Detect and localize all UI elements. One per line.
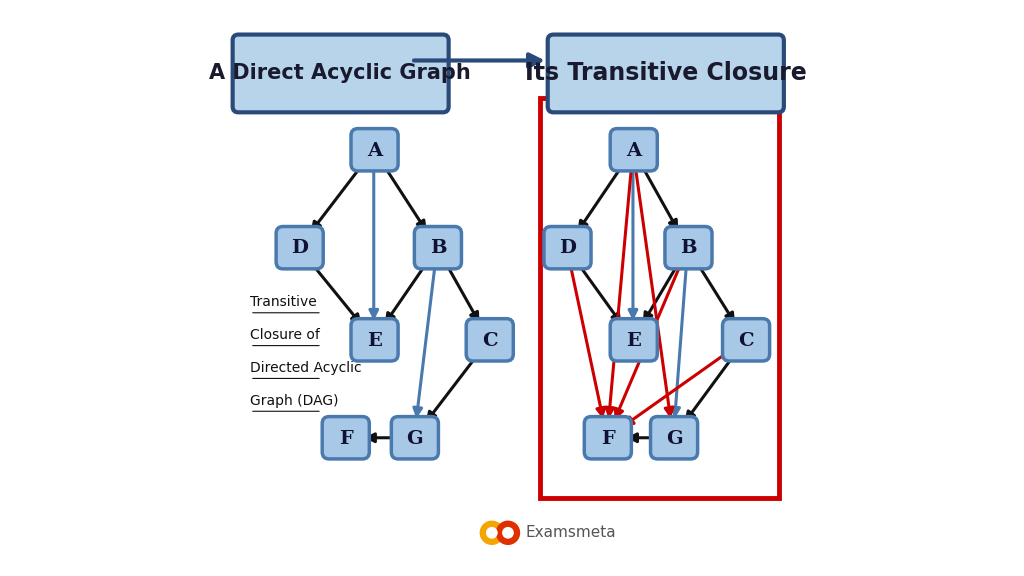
Text: B: B (680, 240, 696, 257)
FancyBboxPatch shape (391, 416, 438, 459)
Text: F: F (339, 430, 352, 448)
Text: C: C (738, 332, 754, 350)
FancyBboxPatch shape (415, 226, 462, 269)
FancyBboxPatch shape (544, 226, 591, 269)
Text: E: E (627, 332, 641, 350)
Text: Graph (DAG): Graph (DAG) (250, 394, 338, 408)
FancyBboxPatch shape (610, 319, 657, 361)
Text: Directed Acyclic: Directed Acyclic (250, 361, 361, 375)
Circle shape (503, 528, 513, 538)
Text: A: A (367, 142, 382, 160)
Text: D: D (291, 240, 308, 257)
Bar (540, 98, 778, 498)
FancyBboxPatch shape (585, 416, 632, 459)
Text: C: C (482, 332, 498, 350)
FancyBboxPatch shape (232, 35, 449, 112)
FancyBboxPatch shape (466, 319, 513, 361)
Text: Closure of: Closure of (250, 328, 319, 342)
FancyBboxPatch shape (351, 319, 398, 361)
FancyBboxPatch shape (650, 416, 697, 459)
Text: G: G (666, 430, 682, 448)
Text: A: A (627, 142, 641, 160)
FancyBboxPatch shape (665, 226, 712, 269)
Text: Transitive: Transitive (250, 295, 316, 309)
FancyBboxPatch shape (323, 416, 370, 459)
Circle shape (486, 528, 497, 538)
Text: D: D (559, 240, 577, 257)
Text: B: B (430, 240, 446, 257)
FancyBboxPatch shape (276, 226, 324, 269)
Text: A Direct Acyclic Graph: A Direct Acyclic Graph (210, 63, 471, 83)
Text: Its Transitive Closure: Its Transitive Closure (525, 61, 807, 85)
Circle shape (480, 521, 504, 544)
Text: G: G (407, 430, 423, 448)
Text: Examsmeta: Examsmeta (525, 525, 615, 540)
FancyBboxPatch shape (723, 319, 770, 361)
FancyBboxPatch shape (351, 128, 398, 171)
FancyBboxPatch shape (610, 128, 657, 171)
Text: F: F (601, 430, 614, 448)
Text: E: E (368, 332, 382, 350)
Circle shape (497, 521, 519, 544)
FancyBboxPatch shape (548, 35, 784, 112)
